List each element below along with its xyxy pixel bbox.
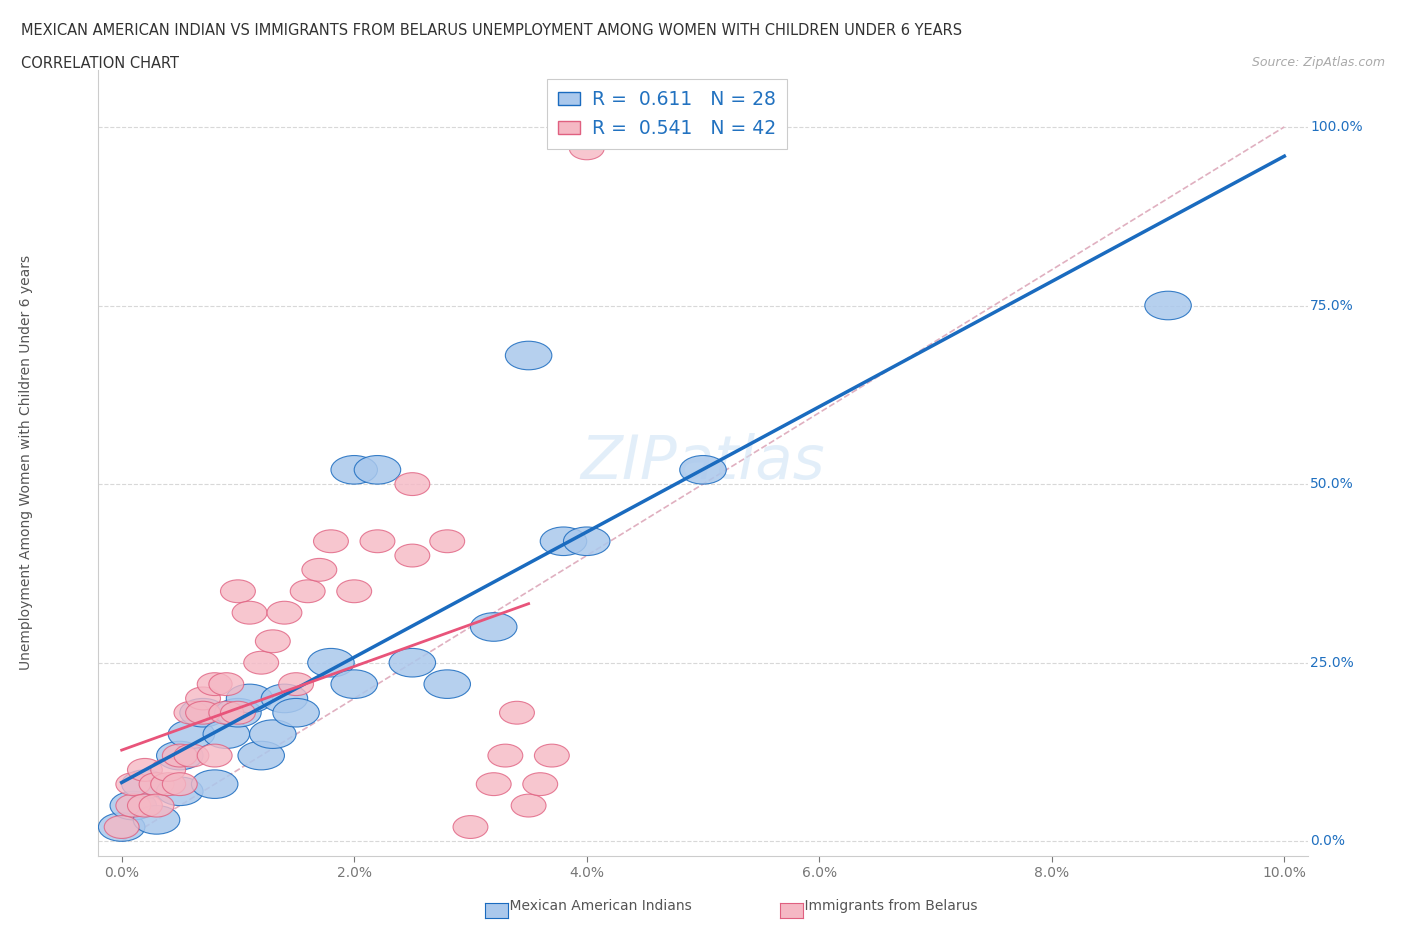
- Text: Immigrants from Belarus: Immigrants from Belarus: [787, 899, 977, 913]
- Ellipse shape: [523, 773, 558, 795]
- Ellipse shape: [337, 579, 371, 603]
- Ellipse shape: [104, 816, 139, 839]
- Text: Unemployment Among Women with Children Under 6 years: Unemployment Among Women with Children U…: [18, 255, 32, 671]
- Ellipse shape: [150, 773, 186, 795]
- Ellipse shape: [330, 670, 377, 698]
- Text: 100.0%: 100.0%: [1310, 120, 1362, 134]
- Text: MEXICAN AMERICAN INDIAN VS IMMIGRANTS FROM BELARUS UNEMPLOYMENT AMONG WOMEN WITH: MEXICAN AMERICAN INDIAN VS IMMIGRANTS FR…: [21, 23, 962, 38]
- Text: CORRELATION CHART: CORRELATION CHART: [21, 56, 179, 71]
- Ellipse shape: [232, 602, 267, 624]
- Ellipse shape: [395, 472, 430, 496]
- Ellipse shape: [425, 670, 471, 698]
- Ellipse shape: [186, 701, 221, 724]
- Ellipse shape: [477, 773, 512, 795]
- Ellipse shape: [150, 759, 186, 781]
- Text: 50.0%: 50.0%: [1310, 477, 1354, 491]
- Ellipse shape: [430, 530, 464, 552]
- Ellipse shape: [128, 794, 162, 817]
- Ellipse shape: [115, 794, 150, 817]
- Ellipse shape: [191, 770, 238, 799]
- Ellipse shape: [314, 530, 349, 552]
- Ellipse shape: [512, 794, 546, 817]
- Legend: R =  0.611   N = 28, R =  0.541   N = 42: R = 0.611 N = 28, R = 0.541 N = 42: [547, 79, 787, 149]
- Ellipse shape: [162, 744, 197, 767]
- Ellipse shape: [453, 816, 488, 839]
- Ellipse shape: [354, 456, 401, 485]
- Text: Source: ZipAtlas.com: Source: ZipAtlas.com: [1251, 56, 1385, 69]
- Ellipse shape: [267, 602, 302, 624]
- Ellipse shape: [186, 687, 221, 710]
- Ellipse shape: [569, 137, 605, 160]
- Text: Mexican American Indians: Mexican American Indians: [492, 899, 692, 913]
- Ellipse shape: [250, 720, 297, 749]
- Ellipse shape: [156, 741, 202, 770]
- Text: 25.0%: 25.0%: [1310, 656, 1354, 670]
- Ellipse shape: [197, 672, 232, 696]
- Ellipse shape: [139, 794, 174, 817]
- Ellipse shape: [273, 698, 319, 727]
- Text: 0.0%: 0.0%: [1310, 834, 1346, 848]
- Ellipse shape: [395, 544, 430, 567]
- Ellipse shape: [174, 701, 209, 724]
- Ellipse shape: [505, 341, 551, 370]
- Ellipse shape: [209, 701, 243, 724]
- Ellipse shape: [471, 613, 517, 642]
- Ellipse shape: [499, 701, 534, 724]
- Ellipse shape: [308, 648, 354, 677]
- Ellipse shape: [110, 791, 156, 820]
- Ellipse shape: [1144, 291, 1191, 320]
- Ellipse shape: [134, 805, 180, 834]
- Ellipse shape: [278, 672, 314, 696]
- Ellipse shape: [290, 579, 325, 603]
- Ellipse shape: [180, 698, 226, 727]
- Ellipse shape: [243, 651, 278, 674]
- Ellipse shape: [139, 773, 174, 795]
- Ellipse shape: [564, 527, 610, 555]
- Ellipse shape: [226, 684, 273, 712]
- Ellipse shape: [209, 672, 243, 696]
- Ellipse shape: [330, 456, 377, 485]
- Ellipse shape: [389, 648, 436, 677]
- Ellipse shape: [221, 579, 256, 603]
- Ellipse shape: [197, 744, 232, 767]
- Ellipse shape: [122, 770, 169, 799]
- Ellipse shape: [128, 759, 162, 781]
- Ellipse shape: [169, 720, 215, 749]
- Ellipse shape: [360, 530, 395, 552]
- Text: ZIPatlas: ZIPatlas: [581, 433, 825, 492]
- Ellipse shape: [540, 527, 586, 555]
- Ellipse shape: [221, 701, 256, 724]
- Ellipse shape: [202, 720, 250, 749]
- Ellipse shape: [115, 773, 150, 795]
- Ellipse shape: [679, 456, 727, 485]
- Ellipse shape: [174, 744, 209, 767]
- Ellipse shape: [488, 744, 523, 767]
- Ellipse shape: [302, 558, 337, 581]
- Text: 75.0%: 75.0%: [1310, 299, 1354, 312]
- Ellipse shape: [162, 773, 197, 795]
- Ellipse shape: [256, 630, 290, 653]
- Ellipse shape: [98, 813, 145, 842]
- Ellipse shape: [262, 684, 308, 712]
- Ellipse shape: [215, 698, 262, 727]
- Ellipse shape: [238, 741, 284, 770]
- Ellipse shape: [534, 744, 569, 767]
- Ellipse shape: [156, 777, 202, 805]
